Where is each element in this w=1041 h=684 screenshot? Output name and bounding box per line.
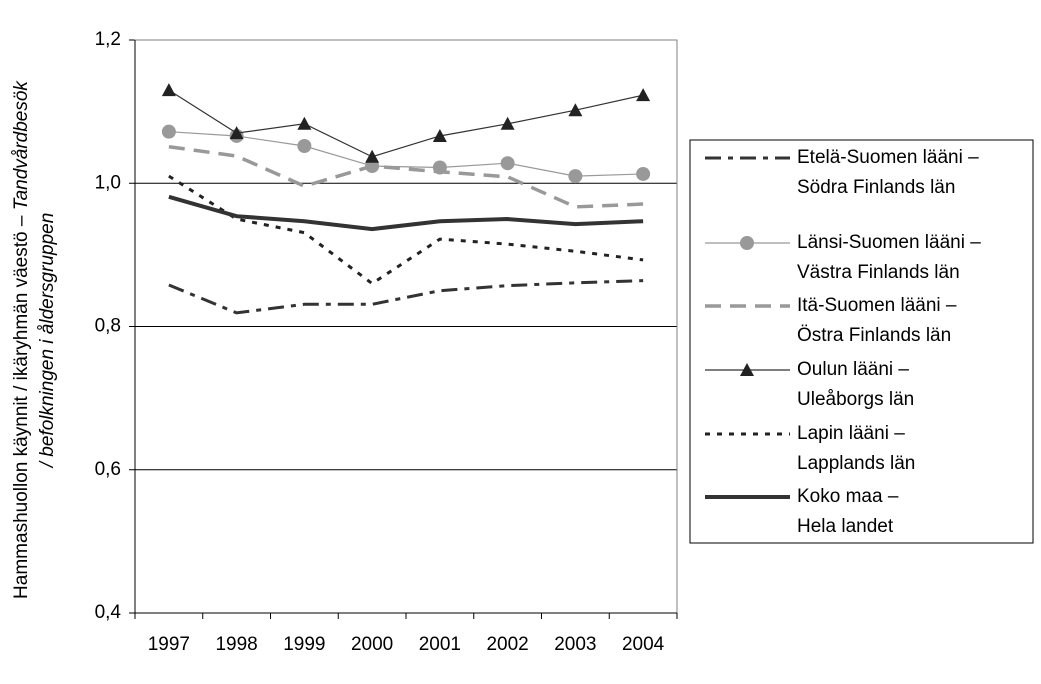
legend-label: Hela landet: [797, 516, 894, 537]
y-axis-title-line: / befolkningen i åldersgruppen: [37, 213, 58, 470]
point: [636, 166, 651, 181]
legend-label: Lapplands län: [797, 453, 915, 474]
y-axis-title-part: Hammashuollon käynnit / ikäryhmän väestö…: [11, 215, 32, 599]
legend-label: Länsi-Suomen lääni –: [797, 232, 981, 253]
y-tick-label: 0,6: [95, 459, 121, 480]
legend-label: Lapin lääni –: [797, 423, 905, 444]
point: [229, 126, 244, 140]
point: [297, 139, 312, 154]
series-line: [168, 144, 644, 209]
x-tick-label: 2002: [486, 634, 528, 655]
y-axis-title-line: Hammashuollon käynnit / ikäryhmän väestö…: [11, 80, 32, 599]
point: [740, 363, 754, 376]
point: [740, 236, 754, 250]
series-line: [168, 131, 644, 177]
legend-label: Itä-Suomen lääni –: [797, 295, 957, 316]
legend-label: Södra Finlands län: [797, 177, 955, 198]
series-line: [168, 194, 644, 232]
legend-label: Etelä-Suomen lääni –: [797, 147, 979, 168]
point: [161, 124, 176, 139]
legend-label: Västra Finlands län: [797, 262, 960, 283]
point: [432, 128, 447, 142]
legend-label: Koko maa –: [797, 486, 899, 507]
legend-label: Uleåborgs län: [797, 389, 914, 410]
x-tick-label: 1997: [148, 634, 190, 655]
series-line: [168, 89, 644, 158]
legend-label: Östra Finlands län: [797, 325, 951, 346]
x-tick-label: 2004: [622, 634, 665, 655]
point: [500, 116, 515, 130]
x-tick-label: 2000: [351, 634, 393, 655]
y-tick-label: 1,0: [95, 172, 121, 193]
series-line: [168, 279, 644, 315]
x-tick-label: 2003: [554, 634, 596, 655]
point: [500, 156, 515, 171]
legend-box: [689, 139, 1034, 544]
y-tick-label: 1,2: [95, 29, 121, 50]
y-axis-title-part: Tandvårdbesök: [11, 80, 32, 211]
x-tick-label: 1999: [283, 634, 325, 655]
point: [297, 116, 312, 130]
point: [636, 88, 651, 102]
point: [161, 83, 176, 97]
x-tick-label: 1998: [215, 634, 257, 655]
y-tick-label: 0,4: [95, 602, 122, 623]
point: [365, 149, 380, 163]
y-axis-title: Hammashuollon käynnit / ikäryhmän väestö…: [11, 80, 58, 599]
point: [568, 169, 583, 184]
legend-label: Oulun lääni –: [797, 359, 909, 380]
series-line: [168, 174, 644, 286]
point: [568, 103, 583, 117]
x-tick-label: 2001: [419, 634, 461, 655]
y-tick-label: 0,8: [95, 316, 121, 337]
